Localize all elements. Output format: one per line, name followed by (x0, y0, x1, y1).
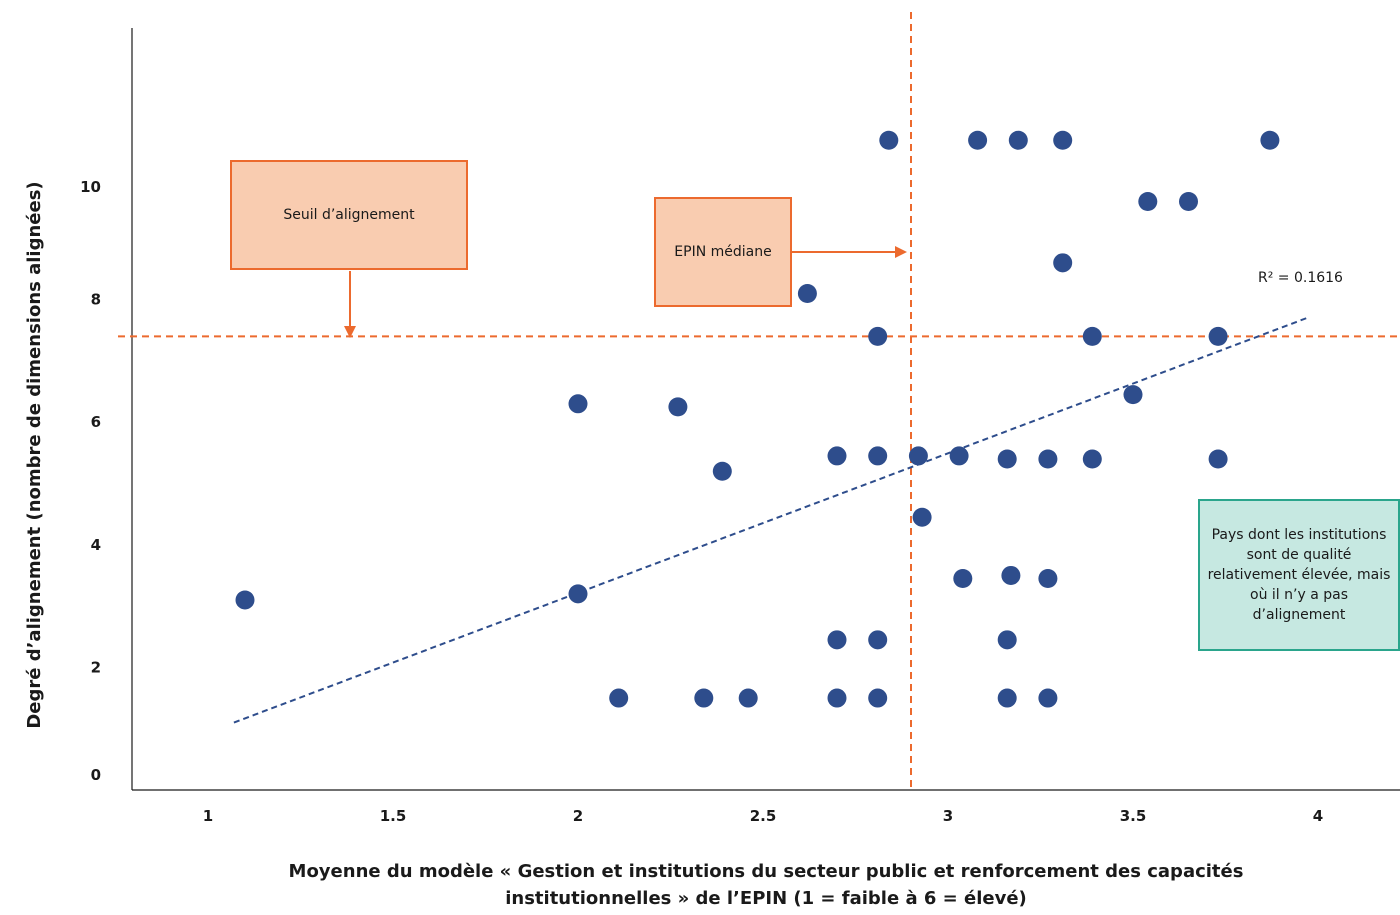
trendline (233, 317, 1308, 724)
seuil-arrowhead (344, 326, 356, 338)
x-axis-title-line-1: Moyenne du modèle « Gestion et instituti… (289, 861, 1244, 882)
data-point (827, 688, 847, 708)
data-point (868, 630, 888, 650)
y-tick-label: 0 (91, 766, 101, 784)
median-arrowhead (895, 246, 907, 258)
data-point (694, 688, 714, 708)
x-axis-title-line-2: institutionnelles » de l’EPIN (1 = faibl… (505, 888, 1027, 909)
y-axis-title: Degré d’alignement (nombre de dimensions… (24, 181, 45, 728)
data-point (568, 584, 588, 604)
data-point (568, 394, 588, 414)
data-point (609, 688, 629, 708)
data-point (1053, 130, 1073, 150)
data-point (668, 397, 688, 417)
data-point (738, 688, 758, 708)
data-point (1082, 449, 1102, 469)
x-tick-label: 1.5 (380, 807, 407, 825)
data-point (1138, 192, 1158, 212)
y-tick-label: 10 (80, 178, 101, 196)
reference-lines (118, 12, 1400, 790)
x-tick-labels: 1 1.5 2 2.5 3 3.5 4 (203, 807, 1323, 825)
data-point (1001, 565, 1021, 585)
data-point (868, 688, 888, 708)
data-point (908, 446, 928, 466)
data-point (868, 446, 888, 466)
data-point (1038, 449, 1058, 469)
data-point (1208, 449, 1228, 469)
data-point (953, 569, 973, 589)
x-tick-label: 3.5 (1120, 807, 1147, 825)
data-point (1123, 385, 1143, 405)
y-tick-labels: 0 2 4 6 8 10 (80, 178, 101, 784)
axes (131, 28, 1400, 791)
data-point (1208, 326, 1228, 346)
seuil-label: Seuil d’alignement (283, 207, 415, 223)
quadrant-note-box: Pays dont les institutions sont de quali… (1198, 499, 1400, 651)
x-tick-label: 3 (943, 807, 953, 825)
data-point (968, 130, 988, 150)
trendline-group (233, 317, 1308, 724)
x-tick-label: 2.5 (750, 807, 777, 825)
data-point (868, 326, 888, 346)
data-point (879, 130, 899, 150)
quadrant-note-text: Pays dont les institutions sont de quali… (1207, 527, 1391, 623)
r-squared-label: R² = 0.1616 (1258, 270, 1343, 286)
data-point (1038, 569, 1058, 589)
seuil-label-box: Seuil d’alignement (230, 160, 468, 270)
data-point (1008, 130, 1028, 150)
data-point (712, 461, 732, 481)
data-point (997, 688, 1017, 708)
median-label: EPIN médiane (674, 244, 772, 260)
y-tick-label: 8 (91, 291, 101, 309)
annotation-arrows (344, 246, 907, 338)
x-tick-label: 2 (573, 807, 583, 825)
data-point (827, 446, 847, 466)
data-point (827, 630, 847, 650)
data-point (1082, 326, 1102, 346)
y-tick-label: 6 (91, 413, 101, 431)
x-tick-label: 4 (1313, 807, 1323, 825)
data-point (997, 630, 1017, 650)
data-point (1179, 192, 1198, 212)
data-point (1053, 253, 1073, 273)
data-point (997, 449, 1017, 469)
y-tick-label: 4 (91, 536, 101, 554)
x-tick-label: 1 (203, 807, 213, 825)
data-point (1260, 130, 1280, 150)
data-point (912, 507, 932, 527)
data-point (797, 283, 817, 303)
median-label-box: EPIN médiane (654, 197, 792, 307)
data-point (1038, 688, 1058, 708)
data-point (949, 446, 969, 466)
y-tick-label: 2 (91, 658, 101, 676)
data-points (235, 130, 1280, 708)
data-point (235, 590, 255, 610)
